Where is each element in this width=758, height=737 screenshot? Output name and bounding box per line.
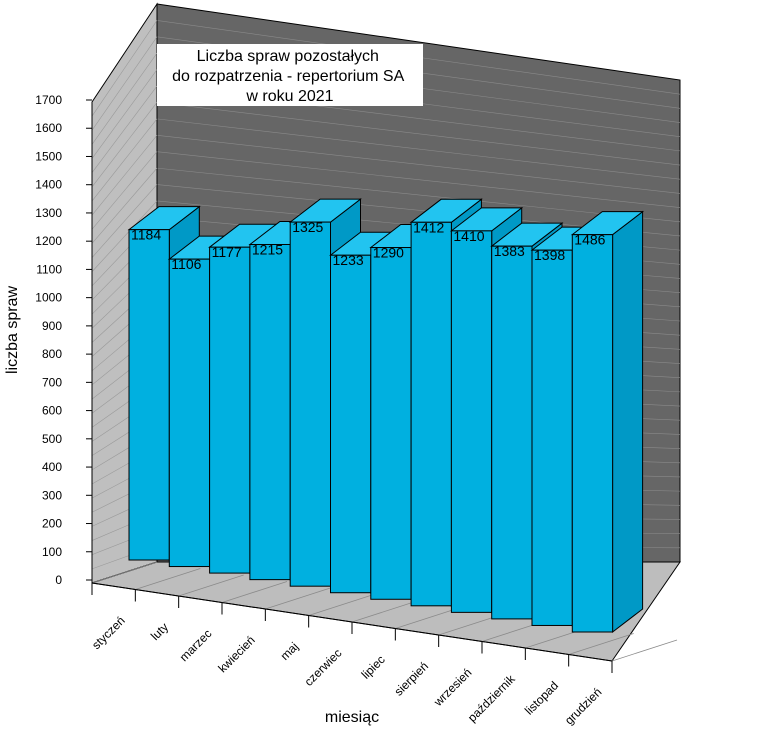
left-gridline — [91, 118, 158, 202]
bar-front — [531, 249, 573, 626]
left-gridline — [91, 20, 158, 117]
x-tick-label: lipiec — [359, 652, 388, 681]
y-tick-label: 1700 — [35, 93, 62, 107]
y-tick-label: 1000 — [35, 291, 62, 305]
floor-gridline — [221, 581, 288, 603]
x-tick-label: grudzień — [562, 685, 604, 727]
y-tick-label: 200 — [42, 517, 62, 531]
y-tick-label: 900 — [42, 319, 62, 333]
data-label: 1184 — [131, 227, 161, 243]
left-gridline — [91, 53, 158, 145]
floor-gridline — [265, 587, 331, 610]
y-tick-label: 800 — [42, 347, 62, 361]
left-gridline — [91, 135, 158, 216]
data-label: 1177 — [212, 244, 242, 260]
x-tick-label: luty — [148, 620, 171, 643]
back-gridline — [156, 167, 681, 223]
x-tick-label: listopad — [522, 678, 561, 717]
bar-front — [370, 247, 412, 600]
bar-front — [128, 229, 170, 561]
x-tick-label: maj — [278, 639, 302, 663]
left-gridline — [91, 167, 158, 244]
y-tick-label: 100 — [42, 545, 62, 559]
y-tick-label: 300 — [42, 488, 62, 502]
svg-text:Liczba spraw pozostałych: Liczba spraw pozostałych do rozpatrzenia… — [172, 48, 408, 105]
y-tick-label: 1600 — [35, 121, 62, 135]
x-axis-title: miesiąc — [325, 709, 379, 726]
x-tick-label: październik — [465, 671, 519, 725]
left-gridline — [91, 36, 158, 131]
x-tick-label: czerwiec — [302, 646, 345, 689]
y-tick-label: 1500 — [35, 149, 62, 163]
bar-front — [450, 230, 493, 613]
bar-front — [571, 234, 614, 633]
bar-front — [491, 245, 533, 620]
back-gridline — [156, 102, 681, 166]
left-gridline — [91, 69, 158, 159]
data-label: 1412 — [413, 219, 444, 235]
y-tick-label: 600 — [42, 404, 62, 418]
data-label: 1398 — [534, 247, 565, 263]
left-gridline — [91, 102, 158, 188]
y-tick-label: 700 — [42, 375, 62, 389]
left-gridline — [91, 200, 158, 272]
y-axis-title: liczba spraw — [4, 286, 21, 374]
floor-gridline — [351, 600, 418, 623]
x-tick-label: sierpień — [392, 659, 432, 699]
floor-gridline — [135, 568, 201, 590]
data-label: 1106 — [171, 256, 201, 272]
left-gridline — [91, 85, 158, 173]
x-tick-label: styczeń — [89, 613, 128, 652]
y-axis: 0 100 200 300 400 500 600 700 800 900 1000 1100 1200… — [35, 93, 93, 587]
chart-title-line: w roku 2021 — [245, 88, 333, 105]
floor-gridline — [611, 639, 678, 662]
bar-front — [209, 246, 251, 574]
data-label: 1215 — [252, 241, 283, 257]
chart-title-line: do rozpatrzenia - repertorium SA — [172, 68, 404, 85]
y-tick-label: 0 — [55, 573, 62, 587]
bar-front — [249, 243, 291, 581]
data-label: 1233 — [333, 252, 364, 268]
data-label: 1486 — [574, 232, 605, 248]
chart-title-box: Liczba spraw pozostałych do rozpatrzenia… — [157, 44, 423, 106]
data-label: 1410 — [453, 228, 484, 244]
x-tick-label: kwiecień — [215, 633, 257, 675]
left-gridline — [91, 184, 158, 258]
bar-front — [410, 221, 452, 607]
x-tick-label: marzec — [177, 626, 215, 664]
y-tick-label: 500 — [42, 432, 62, 446]
bars — [127, 198, 645, 634]
y-tick-label: 1100 — [36, 262, 62, 276]
bar-front — [289, 221, 332, 587]
data-labels: 1184 1106 1177 1215 1325 1233 1290 1412 1410 1383… — [131, 219, 606, 272]
chart-title-line: Liczba spraw pozostałych — [197, 48, 379, 65]
x-tick-label: wrzesień — [430, 665, 474, 709]
bar — [570, 210, 645, 634]
y-tick-label: 1400 — [35, 178, 62, 192]
y-tick-label: 400 — [42, 460, 62, 474]
back-gridline — [156, 118, 681, 180]
floor-gridline — [568, 633, 634, 655]
back-gridline — [156, 134, 681, 194]
left-gridline — [91, 151, 158, 230]
data-label: 1383 — [494, 243, 525, 259]
bar-front — [330, 254, 372, 594]
x-axis-line — [91, 582, 613, 662]
bar-side — [612, 210, 644, 634]
floor-gridline — [308, 594, 374, 616]
back-gridline — [156, 151, 681, 208]
floor-gridline — [91, 561, 158, 584]
data-label: 1325 — [292, 219, 323, 235]
floor-gridline — [395, 607, 461, 629]
data-label: 1290 — [373, 245, 404, 261]
y-tick-label: 1300 — [35, 206, 62, 220]
y-tick-label: 1200 — [35, 234, 62, 248]
floor-gridline — [178, 574, 244, 597]
bar-front — [168, 258, 211, 568]
